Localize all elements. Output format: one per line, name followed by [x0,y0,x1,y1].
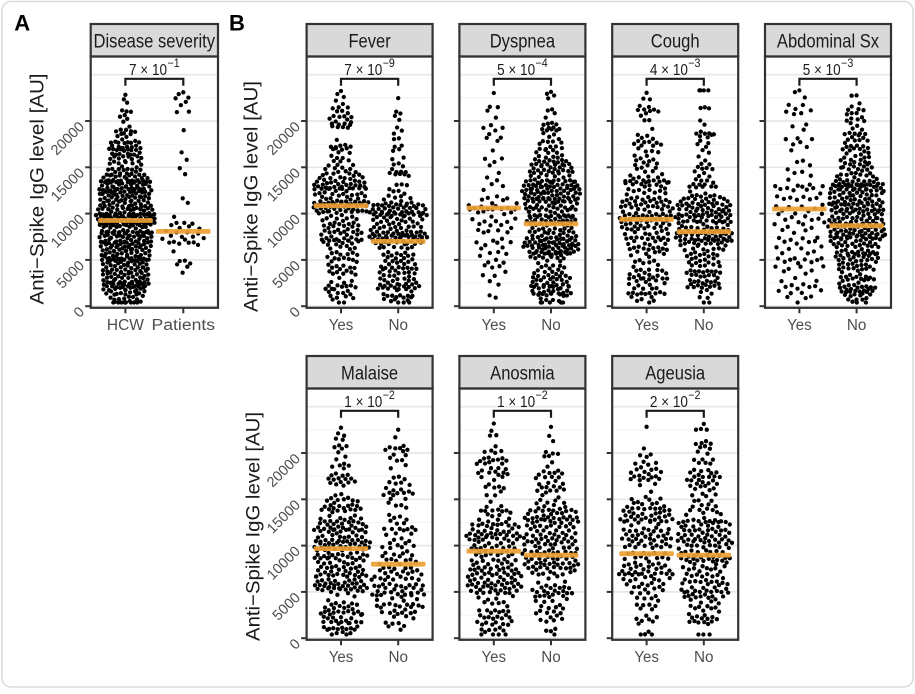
svg-text:−9: −9 [383,58,395,70]
svg-text:7 × 10: 7 × 10 [344,62,382,79]
svg-text:Yes: Yes [482,317,507,334]
svg-text:−3: −3 [841,58,853,70]
svg-text:No: No [541,317,561,334]
svg-text:No: No [541,649,561,666]
svg-text:No: No [388,649,408,666]
svg-text:Disease severity: Disease severity [94,31,216,52]
svg-text:5 × 10: 5 × 10 [803,62,841,79]
svg-text:Anosmia: Anosmia [490,363,555,384]
svg-text:Cough: Cough [651,31,700,52]
svg-text:−1: −1 [168,58,180,70]
svg-text:No: No [694,649,714,666]
svg-text:Yes: Yes [787,317,812,334]
svg-text:No: No [388,317,408,334]
svg-text:Anti−Spike IgG level [AU]: Anti−Spike IgG level [AU] [244,412,265,641]
svg-text:Anti−Spike IgG level [AU]: Anti−Spike IgG level [AU] [27,74,48,305]
svg-text:Dyspnea: Dyspnea [490,31,556,52]
svg-text:Yes: Yes [634,317,659,334]
svg-text:A: A [14,11,30,36]
svg-text:Ageusia: Ageusia [645,363,705,384]
svg-text:−4: −4 [536,58,549,70]
svg-text:−2: −2 [536,390,548,402]
svg-text:HCW: HCW [107,317,144,334]
svg-text:Fever: Fever [348,31,391,52]
svg-text:−2: −2 [383,390,395,402]
svg-text:No: No [847,317,867,334]
svg-text:5 × 10: 5 × 10 [497,62,535,79]
svg-text:Yes: Yes [634,649,659,666]
svg-text:7 × 10: 7 × 10 [129,62,167,79]
svg-text:Yes: Yes [329,317,354,334]
svg-text:Patients: Patients [152,317,216,334]
svg-text:−2: −2 [688,390,700,402]
svg-text:Abdominal Sx: Abdominal Sx [777,31,880,52]
svg-text:Malaise: Malaise [341,363,398,384]
svg-text:4 × 10: 4 × 10 [650,62,688,79]
svg-text:B: B [229,11,245,36]
svg-text:−3: −3 [688,58,700,70]
svg-text:Yes: Yes [329,649,354,666]
svg-text:1 × 10: 1 × 10 [344,394,382,411]
svg-text:No: No [694,317,714,334]
svg-text:1 × 10: 1 × 10 [497,394,535,411]
svg-text:2 × 10: 2 × 10 [650,394,688,411]
svg-text:Anti−Spike IgG level [AU]: Anti−Spike IgG level [AU] [241,81,262,312]
svg-text:Yes: Yes [482,649,507,666]
